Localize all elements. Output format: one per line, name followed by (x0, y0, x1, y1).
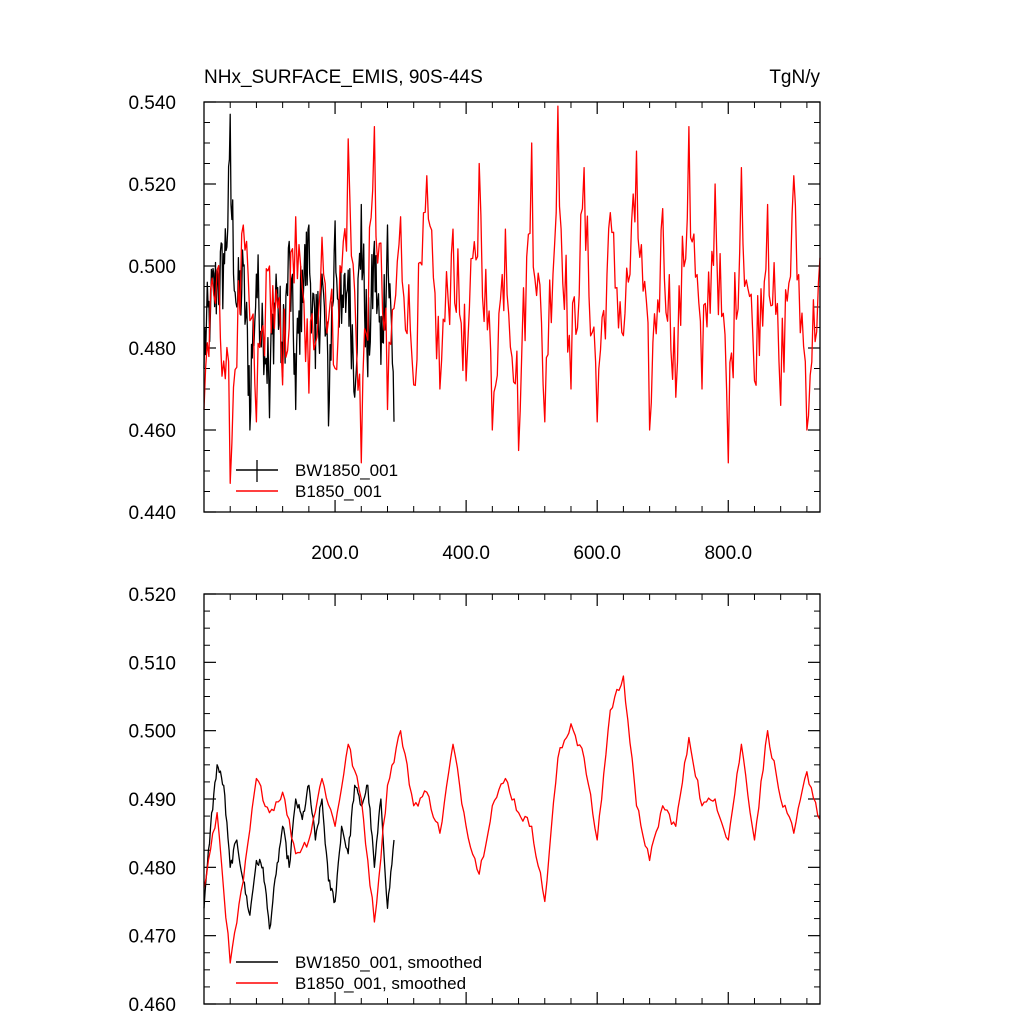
series-line-bw1850 (203, 113, 395, 431)
chart-title: NHx_SURFACE_EMIS, 90S-44S (204, 67, 483, 88)
bottom-panel: 0.460 0.470 0.480 0.490 0.500 0.510 0.520 BW18… (128, 585, 821, 1016)
bottom-axes-ticks: 0.460 0.470 0.480 0.490 0.500 0.510 0.520 (128, 585, 820, 1016)
bottom-series-lines (203, 675, 821, 964)
top-legend: BW1850_001 B1850_001 (236, 460, 398, 501)
series-line-b1850-smoothed (203, 675, 821, 964)
chart-units: TgN/y (769, 67, 820, 88)
y-tick-label: 0.500 (128, 257, 176, 278)
y-tick-label: 0.520 (128, 175, 176, 196)
legend-label-bw1850-smoothed: BW1850_001, smoothed (295, 953, 482, 972)
legend-label-bw1850: BW1850_001 (295, 461, 398, 480)
y-tick-label: 0.460 (128, 995, 176, 1016)
y-tick-label: 0.480 (128, 339, 176, 360)
top-plot-frame (203, 101, 821, 513)
top-series-lines (203, 105, 821, 484)
y-tick-label: 0.490 (128, 790, 176, 811)
bottom-plot-frame (203, 593, 821, 1005)
y-tick-label: 0.480 (128, 858, 176, 879)
y-tick-label: 0.470 (128, 927, 176, 948)
x-tick-label: 400.0 (442, 543, 490, 564)
x-tick-label: 800.0 (704, 543, 752, 564)
x-tick-label: 600.0 (573, 543, 621, 564)
y-tick-label: 0.520 (128, 585, 176, 606)
top-axes-ticks: 0.440 0.460 0.480 0.500 0.520 0.540 200.0 400.0… (128, 93, 820, 564)
y-tick-label: 0.500 (128, 722, 176, 743)
top-panel: NHx_SURFACE_EMIS, 90S-44S TgN/y 0.4400.4… (128, 67, 821, 564)
legend-label-b1850-smoothed: B1850_001, smoothed (295, 974, 466, 993)
y-tick-label: 0.510 (128, 653, 176, 674)
bottom-legend: BW1850_001, smoothed B1850_001, smoothed (236, 953, 482, 993)
y-tick-label: 0.540 (128, 93, 176, 114)
y-tick-label: 0.440 (128, 503, 176, 524)
legend-label-b1850: B1850_001 (295, 482, 382, 501)
series-line-b1850 (203, 105, 821, 484)
y-tick-label: 0.460 (128, 421, 176, 442)
x-tick-label: 200.0 (311, 543, 359, 564)
